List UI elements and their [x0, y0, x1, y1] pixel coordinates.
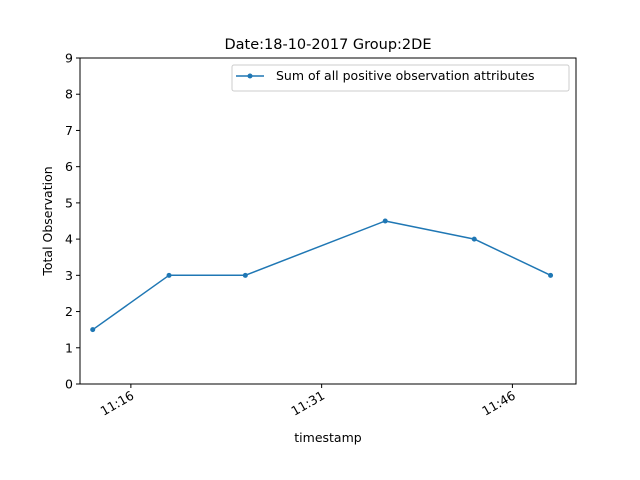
y-tick-label: 4	[65, 232, 73, 247]
legend-entry-label: Sum of all positive observation attribut…	[276, 68, 535, 83]
x-axis-label: timestamp	[294, 430, 361, 445]
data-point	[382, 218, 388, 224]
y-tick-label: 1	[65, 340, 73, 355]
series-line	[92, 220, 551, 331]
y-axis-label: Total Observation	[40, 166, 55, 276]
legend: Sum of all positive observation attribut…	[231, 64, 570, 92]
legend-box	[231, 64, 570, 92]
y-tick-label: 9	[65, 51, 73, 66]
series-layer	[90, 218, 554, 333]
y-tick-label: 2	[65, 304, 73, 319]
plot-area-frame	[79, 57, 577, 385]
y-tick-label: 0	[65, 377, 73, 392]
y-tick-label: 8	[65, 87, 73, 102]
y-tick-label: 3	[65, 268, 73, 283]
chart-title: Date:18-10-2017 Group:2DE	[224, 37, 431, 53]
data-point	[242, 272, 248, 278]
data-point	[548, 272, 554, 278]
y-tick-label: 5	[65, 195, 73, 210]
data-point	[90, 327, 96, 333]
y-tick-label: 6	[65, 159, 73, 174]
y-tick-label: 7	[65, 123, 73, 138]
data-point	[471, 236, 477, 242]
y-axis-ticks: 0 1 2 3 4 5 6 7 8 9	[65, 51, 80, 392]
legend-marker-swatch	[247, 73, 253, 79]
data-point	[166, 272, 172, 278]
